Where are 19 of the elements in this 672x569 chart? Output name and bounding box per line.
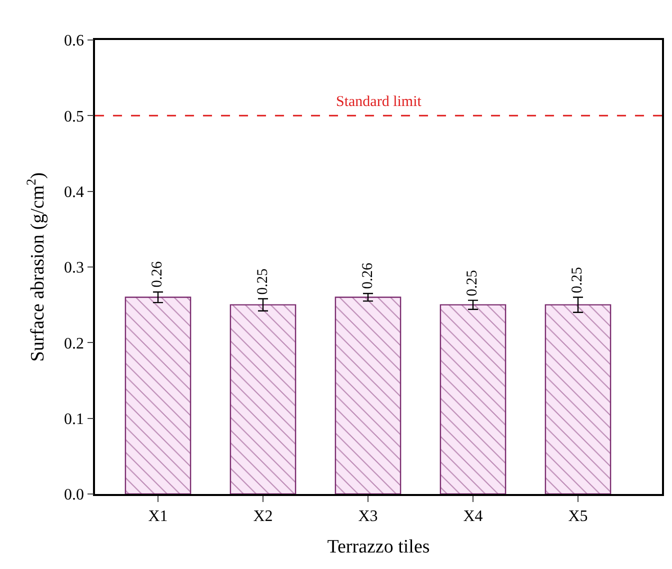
y-tick-label: 0.5	[64, 108, 84, 126]
data-label: 0.26	[150, 260, 166, 288]
y-tick-label: 0.3	[64, 260, 84, 277]
x-tick-label: X4	[463, 508, 483, 525]
y-tick-label: 0.6	[64, 32, 84, 50]
data-label: 0.25	[570, 267, 586, 294]
y-tick-label: 0.1	[64, 410, 84, 428]
y-tick-label: 0.4	[64, 184, 84, 201]
x-axis-title: Terrazzo tiles	[327, 536, 430, 558]
data-label: 0.26	[360, 262, 376, 289]
data-label: 0.25	[464, 270, 481, 296]
x-tick-label: X1	[148, 508, 168, 525]
y-tick-label: 0.2	[64, 335, 84, 352]
ref-line-label: Standard limit	[336, 94, 422, 110]
x-tick-label: X5	[568, 508, 588, 525]
x-tick-label: X3	[358, 508, 378, 525]
x-tick-label: X2	[253, 508, 273, 525]
y-tick-label: 0.0	[64, 486, 84, 504]
data-label: 0.25	[255, 268, 272, 295]
